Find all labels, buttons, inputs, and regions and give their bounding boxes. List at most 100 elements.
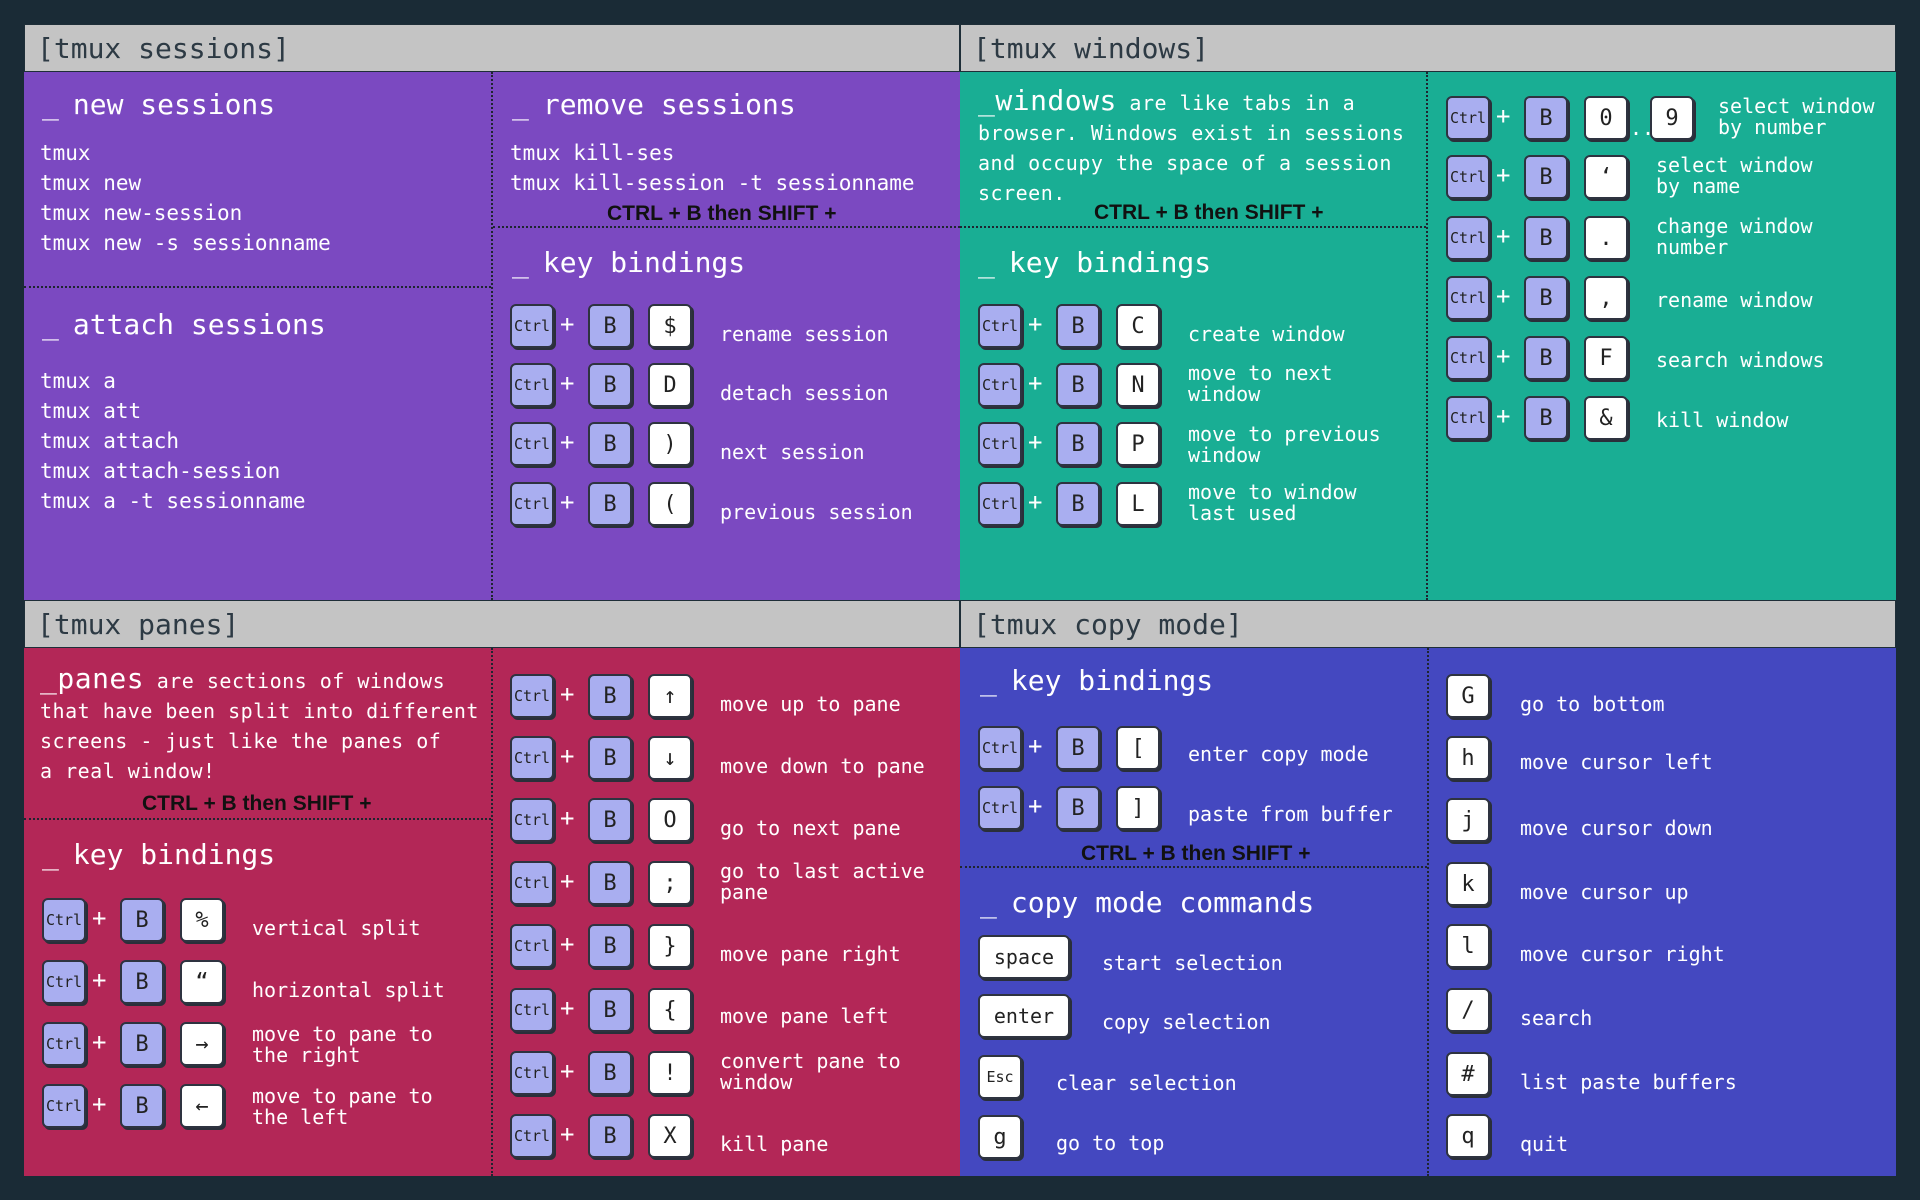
ctrl-key: Ctrl: [1446, 216, 1490, 260]
plus: +: [560, 310, 575, 338]
divider: [1427, 648, 1429, 1176]
b-key: B: [1056, 482, 1100, 526]
key: enter: [978, 994, 1070, 1038]
key: #: [1446, 1052, 1490, 1096]
ctrl-key: Ctrl: [978, 363, 1022, 407]
binding-desc: rename window: [1656, 288, 1813, 312]
binding-desc: move pane left: [720, 1004, 889, 1028]
binding-desc: horizontal split: [252, 978, 445, 1002]
ctrl-key: Ctrl: [510, 363, 554, 407]
ctrl-key: Ctrl: [42, 1084, 86, 1128]
panes-word: _panes: [40, 662, 145, 695]
ctrl-key: Ctrl: [510, 924, 554, 968]
plus: +: [560, 742, 575, 770]
key: &: [1584, 396, 1628, 440]
binding-desc: create window: [1188, 322, 1345, 346]
plus: +: [560, 488, 575, 516]
divider: [24, 818, 491, 820]
ctrl-key: Ctrl: [978, 786, 1022, 830]
plus: +: [1496, 102, 1511, 130]
binding-desc: move to pane to the right: [252, 1022, 433, 1067]
copy-mode-panel: _ key bindings Ctrl + B [ enter copy mode …: [960, 648, 1896, 1176]
binding-desc: move up to pane: [720, 692, 901, 716]
command-line: tmux new-session: [40, 201, 243, 225]
ctrl-key: Ctrl: [510, 1114, 554, 1158]
cmd-desc: move cursor down: [1520, 816, 1713, 840]
range-dots: ..: [1630, 116, 1655, 140]
command-line: tmux kill-ses: [510, 141, 675, 165]
ctrl-key: Ctrl: [1446, 396, 1490, 440]
ctrl-key: Ctrl: [1446, 155, 1490, 199]
key: F: [1584, 336, 1628, 380]
b-key: B: [588, 1114, 632, 1158]
ctrl-key: Ctrl: [510, 422, 554, 466]
binding-desc: move to pane to the left: [252, 1084, 433, 1129]
new-sessions-commands: tmux tmux new tmux new-session tmux new …: [40, 138, 331, 258]
shift-note: CTRL + B then SHIFT +: [1094, 201, 1324, 224]
plus: +: [1028, 428, 1043, 456]
command-line: tmux attach-session: [40, 459, 281, 483]
pane-key-bindings-title: _ key bindings: [42, 838, 276, 871]
remove-sessions-commands: tmux kill-ses tmux kill-session -t sessi…: [510, 138, 915, 198]
panes-header: [tmux panes]: [24, 600, 960, 648]
b-key: B: [1056, 304, 1100, 348]
sessions-panel: _ new sessions tmux tmux new tmux new-ses…: [24, 72, 960, 600]
divider: [960, 866, 1427, 868]
binding-desc: convert pane to window: [720, 1049, 901, 1094]
divider: [493, 226, 960, 228]
key: /: [1446, 988, 1490, 1032]
key: ;: [648, 861, 692, 905]
b-key: B: [1524, 216, 1568, 260]
command-line: tmux a -t sessionname: [40, 489, 306, 513]
plus: +: [560, 680, 575, 708]
plus: +: [92, 1028, 107, 1056]
command-line: tmux new: [40, 171, 142, 195]
key: ←: [180, 1084, 224, 1128]
binding-desc: go to next pane: [720, 816, 901, 840]
key: X: [648, 1114, 692, 1158]
binding-desc: select window by name: [1656, 153, 1813, 198]
window-key-bindings-title: _ key bindings: [978, 246, 1212, 279]
shift-note: CTRL + B then SHIFT +: [1081, 842, 1311, 865]
b-key: B: [1524, 396, 1568, 440]
copy-key-bindings-title: _ key bindings: [980, 664, 1214, 697]
plus: +: [560, 428, 575, 456]
ctrl-key: Ctrl: [978, 482, 1022, 526]
binding-desc: paste from buffer: [1188, 802, 1393, 826]
divider: [491, 72, 493, 600]
binding-desc: change window number: [1656, 214, 1813, 259]
ctrl-key: Ctrl: [510, 861, 554, 905]
intro-line: and occupy the space of a session: [978, 151, 1392, 175]
windows-intro: _windows are like tabs in a browser. Win…: [978, 86, 1418, 208]
b-key: B: [1524, 276, 1568, 320]
b-key: B: [1056, 726, 1100, 770]
binding-desc: select window by number: [1718, 94, 1875, 139]
plus: +: [1028, 488, 1043, 516]
binding-desc: move down to pane: [720, 754, 925, 778]
divider: [24, 286, 491, 288]
binding-desc: kill window: [1656, 408, 1789, 432]
plus: +: [560, 369, 575, 397]
b-key: B: [1056, 786, 1100, 830]
key: ↓: [648, 736, 692, 780]
plus: +: [92, 1090, 107, 1118]
cmd-desc: list paste buffers: [1520, 1070, 1737, 1094]
ctrl-key: Ctrl: [978, 422, 1022, 466]
ctrl-key: Ctrl: [510, 1051, 554, 1095]
ctrl-key: Ctrl: [42, 1022, 86, 1066]
plus: +: [1496, 222, 1511, 250]
key: →: [180, 1022, 224, 1066]
cmd-desc: move cursor up: [1520, 880, 1689, 904]
plus: +: [560, 994, 575, 1022]
b-key: B: [588, 482, 632, 526]
key: 9: [1650, 96, 1694, 140]
b-key: B: [588, 736, 632, 780]
attach-sessions-title: _ attach sessions: [42, 308, 326, 341]
key: P: [1116, 422, 1160, 466]
binding-desc: detach session: [720, 381, 889, 405]
b-key: B: [588, 304, 632, 348]
ctrl-key: Ctrl: [510, 988, 554, 1032]
b-key: B: [120, 898, 164, 942]
key: !: [648, 1051, 692, 1095]
command-line: tmux attach: [40, 429, 180, 453]
